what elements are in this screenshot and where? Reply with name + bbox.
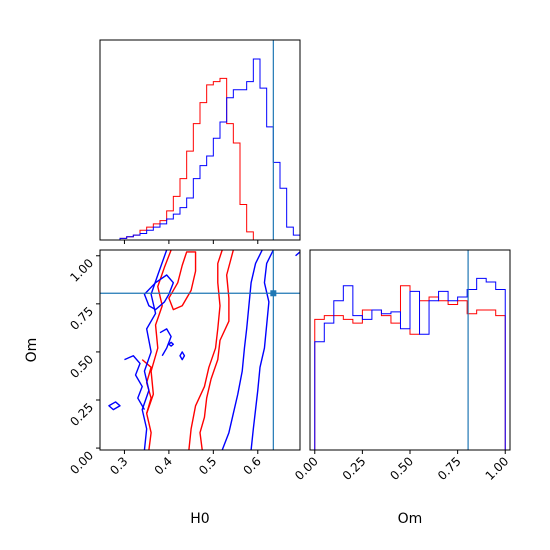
blue-island-small-left xyxy=(108,401,121,411)
y-axis-label-om: Om xyxy=(24,338,40,363)
om-x-tick-label: 0.50 xyxy=(387,454,416,483)
h0-marginal-frame xyxy=(99,39,301,241)
om-x-tick-label: 0.75 xyxy=(435,454,464,483)
h0-marginal-panel xyxy=(99,39,301,244)
blue-left-wiggle xyxy=(124,355,146,410)
blue-outer-contour-left xyxy=(141,249,168,451)
om-marginal-series-blue xyxy=(314,277,506,450)
h0-marginal-series-blue xyxy=(100,58,301,241)
x-axis-label-om: Om xyxy=(398,511,423,527)
om-x-tick-label: 0.25 xyxy=(340,454,369,483)
om-y-tick-label: 0.75 xyxy=(67,304,96,333)
red-island-upper xyxy=(168,251,197,311)
truth-point-marker xyxy=(270,290,277,297)
blue-mid-wiggle xyxy=(159,328,172,357)
h0-x-tick-label: 0.3 xyxy=(107,454,130,477)
om-marginal-frame xyxy=(309,249,511,451)
h0-marginal-series-red xyxy=(100,77,300,241)
blue-corner-fragment xyxy=(295,251,301,257)
blue-inner-contour xyxy=(221,249,263,451)
contour-frame xyxy=(99,249,301,451)
om-y-tick-label: 0.25 xyxy=(67,400,96,429)
red-inner-contour xyxy=(188,249,223,451)
blue-outer-contour-right xyxy=(250,249,274,451)
contour-panel: 0.3 0.4 0.5 0.6 0.00 0.25 0.50 0.75 1.00 xyxy=(67,249,301,478)
om-marginal-series-red xyxy=(314,285,506,450)
om-marginal-panel: 0.00 0.25 0.50 0.75 1.00 xyxy=(292,249,512,483)
h0-x-tick-label: 0.4 xyxy=(152,454,175,477)
blue-island-upper-left xyxy=(143,274,175,311)
x-axis-label-h0: H0 xyxy=(190,511,209,527)
om-x-tick-label: 0.00 xyxy=(292,454,321,483)
h0-x-tick-label: 0.5 xyxy=(196,454,219,477)
h0-x-tick-label: 0.6 xyxy=(240,454,263,477)
om-y-tick-label: 1.00 xyxy=(67,256,96,285)
om-y-tick-label: 0.50 xyxy=(67,352,96,381)
blue-dot-a xyxy=(168,341,175,347)
om-x-tick-label: 1.00 xyxy=(483,454,512,483)
om-y-tick-label: 0.00 xyxy=(67,448,96,477)
red-outer-contour-right xyxy=(199,249,235,451)
blue-dot-b xyxy=(179,351,186,361)
